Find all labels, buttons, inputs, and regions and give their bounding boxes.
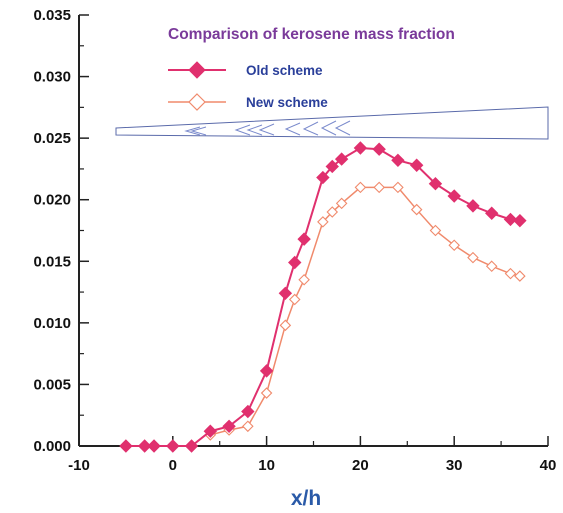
legend-label-old: Old scheme — [246, 63, 323, 78]
series-old-scheme — [119, 141, 527, 453]
data-point-old-scheme — [466, 199, 480, 213]
data-point-old-scheme — [184, 439, 199, 453]
y-tick-label: 0.035 — [33, 7, 71, 24]
x-tick-label: 40 — [540, 457, 557, 474]
series-line-new-scheme — [210, 186, 521, 436]
legend-marker-new — [188, 93, 206, 111]
data-point-new-scheme — [429, 224, 442, 237]
data-point-new-scheme — [514, 270, 526, 282]
data-point-new-scheme — [298, 273, 310, 286]
data-point-old-scheme — [409, 158, 424, 172]
data-point-new-scheme — [279, 319, 292, 332]
data-point-old-scheme — [372, 142, 386, 156]
data-point-old-scheme — [485, 206, 499, 220]
data-point-old-scheme — [325, 159, 339, 174]
legend-label-new: New scheme — [246, 95, 328, 110]
data-point-new-scheme — [354, 181, 367, 194]
data-point-old-scheme — [447, 189, 461, 203]
x-tick-label: 30 — [446, 457, 463, 474]
data-point-old-scheme — [334, 152, 349, 166]
data-point-new-scheme — [260, 387, 273, 399]
data-point-old-scheme — [297, 232, 311, 246]
data-point-new-scheme — [373, 181, 385, 194]
y-tick-label: 0.010 — [33, 315, 71, 332]
data-point-new-scheme — [504, 267, 517, 280]
data-point-new-scheme — [392, 181, 404, 194]
data-point-old-scheme — [428, 176, 443, 191]
y-tick-label: 0.025 — [33, 130, 71, 147]
y-ticks: 0.000 0.005 0.010 0.015 0.020 0.025 0.030 0.035 — [33, 7, 89, 455]
data-point-old-scheme — [166, 439, 180, 453]
data-point-old-scheme — [513, 213, 527, 228]
data-point-new-scheme — [485, 260, 498, 272]
y-tick-label: 0.020 — [33, 192, 71, 209]
x-tick-label: 0 — [169, 457, 177, 474]
data-point-old-scheme — [259, 364, 274, 378]
x-axis-label: x/h — [291, 487, 321, 510]
data-point-old-scheme — [391, 153, 405, 168]
data-point-new-scheme — [326, 206, 339, 218]
series-new-scheme — [204, 181, 526, 441]
data-point-new-scheme — [317, 216, 329, 228]
y-tick-label: 0.000 — [33, 438, 71, 455]
x-ticks: -10 0 10 20 30 40 — [68, 436, 556, 474]
data-point-old-scheme — [222, 419, 236, 434]
data-point-new-scheme — [448, 239, 460, 252]
data-point-new-scheme — [410, 203, 423, 216]
data-point-old-scheme — [203, 424, 218, 438]
data-point-old-scheme — [288, 255, 302, 270]
data-point-old-scheme — [119, 439, 133, 453]
data-point-old-scheme — [137, 439, 152, 453]
y-tick-label: 0.015 — [33, 253, 71, 270]
data-point-new-scheme — [467, 251, 479, 264]
data-point-old-scheme — [316, 170, 330, 185]
combustor-inset — [115, 106, 549, 140]
data-point-new-scheme — [242, 420, 254, 433]
data-point-old-scheme — [278, 286, 293, 301]
data-point-old-scheme — [353, 141, 368, 155]
x-tick-label: 20 — [352, 457, 369, 474]
x-tick-label: 10 — [258, 457, 275, 474]
data-point-new-scheme — [288, 293, 301, 306]
data-point-new-scheme — [335, 197, 348, 210]
chart-title: Comparison of kerosene mass fraction — [168, 26, 455, 43]
series-line-old-scheme — [125, 146, 520, 447]
legend: Old scheme New scheme — [168, 61, 328, 111]
legend-marker-old — [188, 61, 206, 79]
data-point-old-scheme — [241, 404, 255, 419]
x-tick-label: -10 — [68, 457, 90, 474]
y-tick-label: 0.005 — [33, 376, 71, 393]
data-point-old-scheme — [147, 439, 161, 453]
y-tick-label: 0.030 — [33, 69, 71, 86]
data-point-old-scheme — [503, 212, 518, 227]
